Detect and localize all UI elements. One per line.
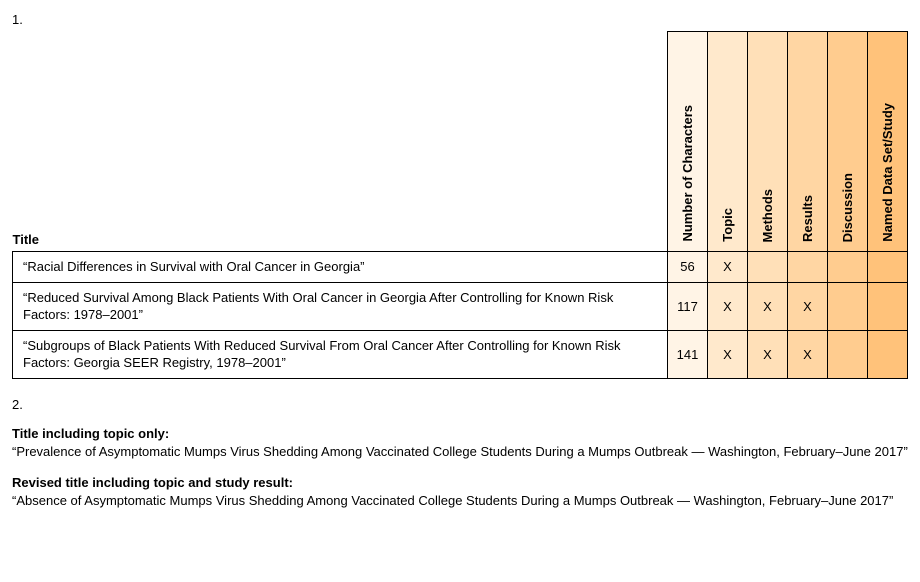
row-mark-named-data — [868, 282, 908, 330]
row-mark-results — [788, 252, 828, 283]
row-title: “Racial Differences in Survival with Ora… — [13, 252, 668, 283]
block-body: “Absence of Asymptomatic Mumps Virus She… — [12, 492, 908, 510]
table-row: “Subgroups of Black Patients With Reduce… — [13, 330, 908, 378]
section-2-number: 2. — [12, 397, 908, 412]
row-title: “Subgroups of Black Patients With Reduce… — [13, 330, 668, 378]
titles-table: Title Number of Characters Topic Methods… — [12, 31, 908, 379]
row-mark-methods: X — [748, 330, 788, 378]
col-header-named-data: Named Data Set/Study — [868, 32, 908, 252]
row-mark-named-data — [868, 252, 908, 283]
row-mark-results: X — [788, 282, 828, 330]
table-row: “Racial Differences in Survival with Ora… — [13, 252, 908, 283]
row-num-chars: 56 — [668, 252, 708, 283]
row-mark-methods: X — [748, 282, 788, 330]
row-mark-discussion — [828, 330, 868, 378]
block-body: “Prevalence of Asymptomatic Mumps Virus … — [12, 443, 908, 461]
row-mark-topic: X — [708, 330, 748, 378]
row-mark-discussion — [828, 252, 868, 283]
row-mark-results: X — [788, 330, 828, 378]
example-block: Title including topic only: “Prevalence … — [12, 426, 908, 461]
col-header-methods: Methods — [748, 32, 788, 252]
col-header-results: Results — [788, 32, 828, 252]
block-heading: Title including topic only: — [12, 426, 908, 441]
row-num-chars: 117 — [668, 282, 708, 330]
section-1-number: 1. — [12, 12, 908, 27]
row-mark-named-data — [868, 330, 908, 378]
table-row: “Reduced Survival Among Black Patients W… — [13, 282, 908, 330]
col-header-discussion: Discussion — [828, 32, 868, 252]
row-mark-methods — [748, 252, 788, 283]
col-header-title: Title — [13, 32, 668, 252]
block-heading: Revised title including topic and study … — [12, 475, 908, 490]
row-mark-topic: X — [708, 282, 748, 330]
row-num-chars: 141 — [668, 330, 708, 378]
row-title: “Reduced Survival Among Black Patients W… — [13, 282, 668, 330]
row-mark-discussion — [828, 282, 868, 330]
section-1: 1. Title Number of Characters Topic Meth… — [12, 12, 908, 379]
row-mark-topic: X — [708, 252, 748, 283]
table-header-row: Title Number of Characters Topic Methods… — [13, 32, 908, 252]
col-header-topic: Topic — [708, 32, 748, 252]
example-block: Revised title including topic and study … — [12, 475, 908, 510]
section-2: 2. Title including topic only: “Prevalen… — [12, 397, 908, 510]
col-header-num-chars: Number of Characters — [668, 32, 708, 252]
